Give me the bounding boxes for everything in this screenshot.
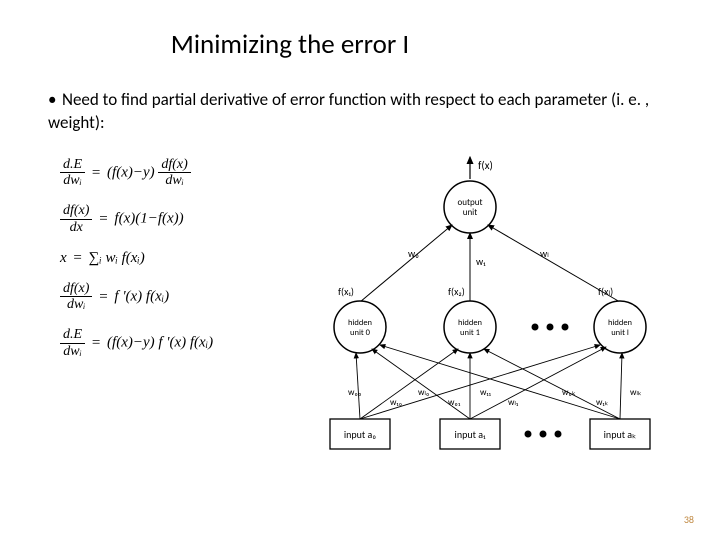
equation-3: x = ∑ᵢ wᵢ f(xᵢ): [60, 250, 300, 267]
svg-text:wₗ₀: wₗ₀: [418, 387, 429, 398]
fx1-label: f(x₁): [338, 285, 354, 298]
svg-text:unit: unit: [463, 207, 478, 218]
slide-title: Minimizing the error I: [100, 28, 480, 61]
wl-label: wₗ: [540, 247, 549, 260]
fx2-label: f(x₂): [448, 285, 465, 298]
svg-text:w₀ₖ: w₀ₖ: [562, 387, 576, 398]
equation-2: df(x)dx = f(x)(1−f(x)): [60, 203, 300, 235]
svg-text:wₗ₁: wₗ₁: [508, 397, 519, 408]
svg-text:w₁₁: w₁₁: [480, 387, 492, 398]
svg-text:wₗₖ: wₗₖ: [630, 387, 642, 398]
svg-text:w₁ₖ: w₁ₖ: [596, 397, 609, 408]
bullet-marker: •: [48, 89, 62, 112]
equations-block: d.Edwᵢ = (f(x)−y) df(x)dwᵢ df(x)dx = f(x…: [40, 147, 300, 467]
svg-text:input a₀: input a₀: [344, 428, 376, 441]
svg-text:hidden: hidden: [458, 318, 482, 328]
svg-text:input aₖ: input aₖ: [604, 428, 637, 441]
fx-label: f(x): [478, 159, 493, 172]
svg-text:hidden: hidden: [608, 318, 632, 328]
equation-4: df(x)dwᵢ = f '(x) f(xᵢ): [60, 281, 300, 313]
w1-label: w₁: [476, 255, 486, 268]
svg-text:w₀₁: w₀₁: [448, 397, 461, 408]
bullet-text: Need to find partial derivative of error…: [48, 89, 649, 133]
svg-text:w₁₀: w₁₀: [390, 397, 402, 408]
svg-text:input a₁: input a₁: [455, 428, 486, 441]
svg-text:unit 1: unit 1: [460, 328, 480, 338]
w0-label: w₀: [408, 247, 419, 260]
network-diagram: f(x) output unit w₀ w₁ wₗ f(x₁) f(x₂) f(…: [300, 147, 680, 467]
svg-text:unit l: unit l: [611, 328, 629, 338]
equation-5: d.Edwᵢ = (f(x)−y) f '(x) f(xᵢ): [60, 327, 300, 359]
svg-text:hidden: hidden: [348, 318, 372, 328]
svg-text:w₀₀: w₀₀: [348, 387, 361, 398]
equation-1: d.Edwᵢ = (f(x)−y) df(x)dwᵢ: [60, 157, 300, 189]
bullet-line: •Need to find partial derivative of erro…: [40, 89, 680, 135]
page-number: 38: [684, 513, 694, 526]
fxl-label: f(xₗ): [598, 285, 613, 298]
svg-text:unit 0: unit 0: [350, 328, 371, 338]
